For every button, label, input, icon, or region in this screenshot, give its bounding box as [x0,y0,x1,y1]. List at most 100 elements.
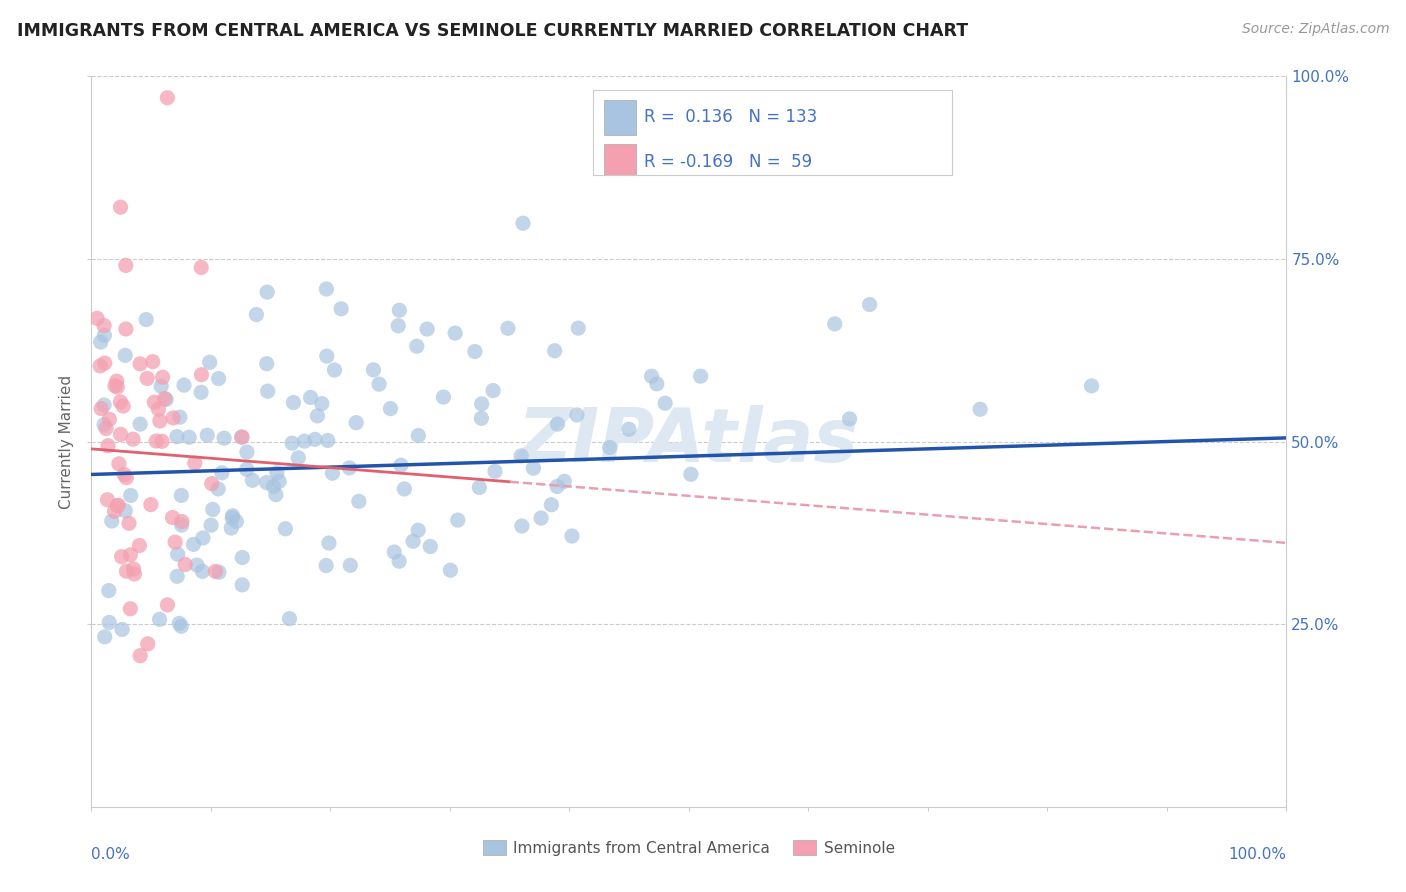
Point [179,430,201,444]
Point [186,558,208,572]
Point [93,328,115,343]
Point [145,434,167,448]
Point [190,260,212,275]
Point [129,648,152,663]
Point [200,518,222,533]
Point [170,619,193,633]
Point [330,301,353,316]
Point [304,433,326,447]
Point [344,416,367,430]
Point [169,616,191,631]
Point [281,436,304,450]
Point [110,394,132,409]
Point [169,410,191,425]
Point [191,531,214,545]
Point [98,412,121,426]
Point [416,322,439,336]
Point [645,376,668,391]
Point [447,513,470,527]
Point [112,467,135,482]
Point [482,384,505,398]
Point [394,482,416,496]
Point [208,565,231,579]
Point [287,450,309,465]
Point [321,466,343,480]
Legend: Immigrants from Central America, Seminole: Immigrants from Central America, Seminol… [477,834,901,862]
Point [152,370,174,384]
Point [96,492,118,507]
Point [156,598,179,612]
Point [90,401,112,416]
Point [382,545,405,559]
Point [235,462,257,476]
Point [689,369,711,384]
Point [553,475,575,489]
Point [256,475,278,490]
Point [105,499,128,513]
Point [231,430,253,444]
Point [201,476,224,491]
Point [299,391,322,405]
Point [89,359,111,373]
Point [522,461,544,475]
Point [129,417,152,432]
Point [166,569,188,583]
Point [112,399,135,413]
Point [824,317,846,331]
Point [464,344,486,359]
Point [599,441,621,455]
Point [170,488,193,502]
Point [640,369,662,384]
Text: 100.0%: 100.0% [1229,847,1286,863]
Point [315,282,337,296]
Point [148,402,170,417]
Point [468,480,491,494]
Point [969,402,991,417]
Point [211,466,233,480]
Point [530,511,553,525]
Point [198,355,221,369]
Point [388,303,411,318]
Point [136,637,159,651]
Point [170,518,193,533]
Point [120,488,142,502]
Point [155,392,177,407]
Point [316,434,339,448]
Point [315,349,337,363]
Point [858,297,880,311]
Point [162,510,184,524]
Point [156,91,179,105]
Point [221,508,243,523]
Point [118,516,141,531]
Point [191,565,214,579]
Point [654,396,676,410]
Point [94,421,117,435]
Point [405,339,427,353]
Point [439,563,461,577]
Point [190,385,212,400]
Point [98,615,121,630]
Point [617,422,640,436]
Point [100,514,122,528]
Point [339,558,361,573]
Point [231,430,253,444]
Point [540,498,562,512]
Point [264,488,287,502]
Point [153,392,176,406]
Point [93,398,115,412]
Point [165,535,187,549]
Point [512,216,534,230]
Point [111,623,134,637]
Point [242,473,264,487]
Point [1080,379,1102,393]
Point [166,547,188,561]
Point [107,499,129,513]
Point [266,466,288,480]
Point [269,475,291,489]
Point [105,380,128,394]
Point [471,397,494,411]
Point [170,515,193,529]
Point [236,445,259,459]
Point [256,384,278,399]
Point [547,417,569,431]
